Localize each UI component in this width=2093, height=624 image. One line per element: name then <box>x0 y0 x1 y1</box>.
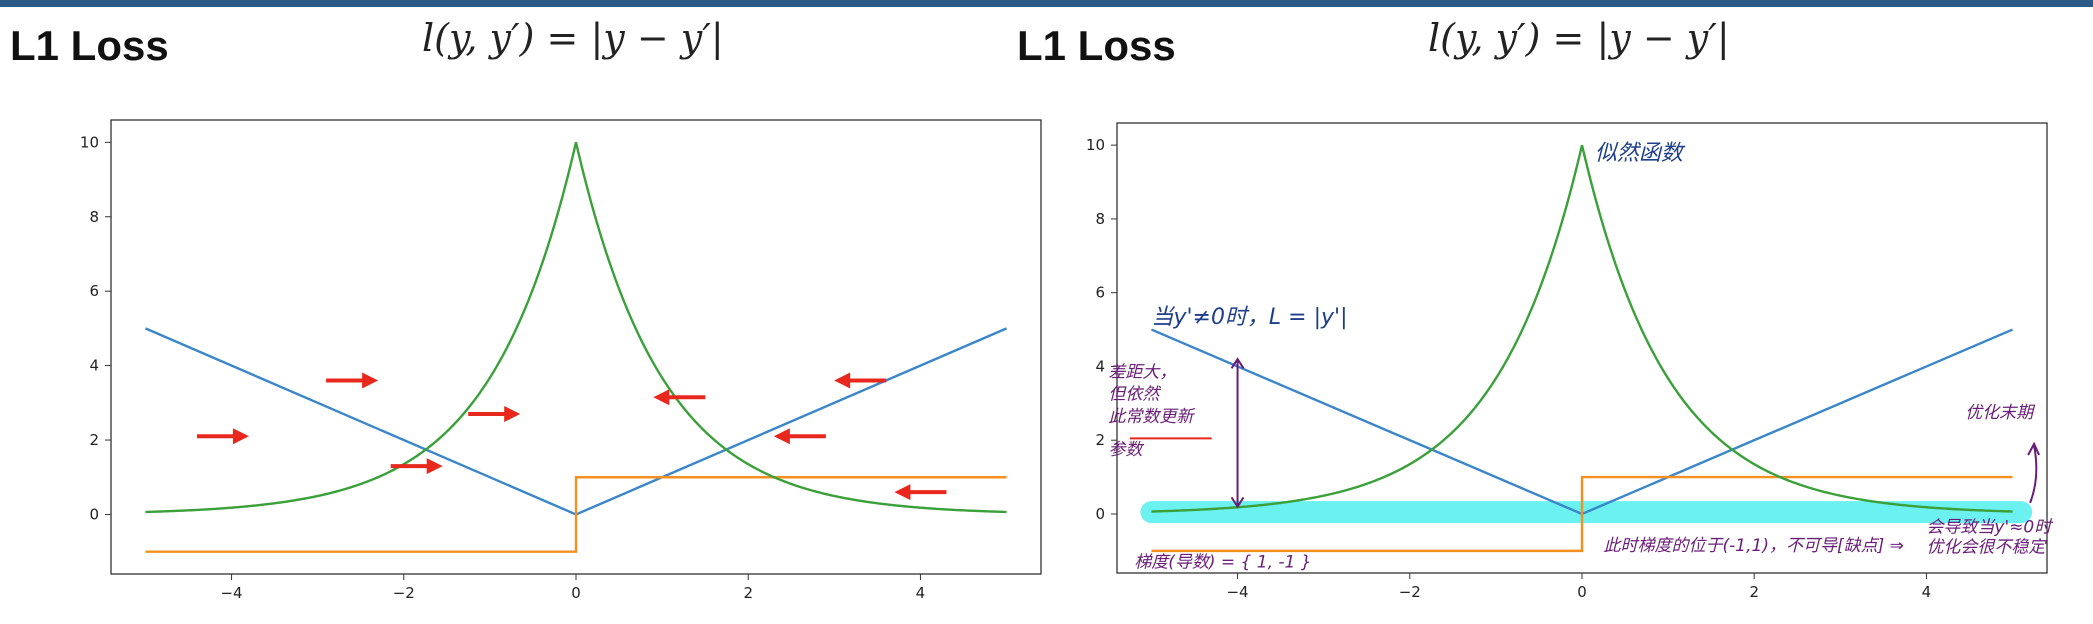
handwritten-note: 优化末期 <box>1965 403 2036 423</box>
y-tick-label: 4 <box>89 357 99 375</box>
left-heading: L1 Loss <box>10 22 169 69</box>
red-direction-arrow <box>468 405 521 422</box>
arrow-head <box>504 405 521 422</box>
x-tick-label: 2 <box>1749 583 1759 601</box>
handwritten-note: 参数 <box>1108 440 1144 460</box>
handwritten-note: 梯度(导数) = { 1, -1 } <box>1134 552 1311 572</box>
gap-arrow-head-top <box>1230 357 1245 369</box>
arrow-head <box>232 428 249 445</box>
arrow-head <box>362 372 379 389</box>
handwritten-note: 此常数更新 <box>1108 407 1196 427</box>
x-tick-label: 4 <box>916 584 926 602</box>
gap-arrow-head-bottom <box>1230 496 1245 509</box>
y-tick-label: 10 <box>80 133 99 151</box>
x-tick-label: 0 <box>571 584 581 602</box>
likelihood-curve <box>1151 144 2013 513</box>
handwritten-note: 优化会很不稳定 <box>1926 538 2047 558</box>
y-tick-label: 10 <box>1086 136 1105 154</box>
red-direction-arrow <box>390 458 443 475</box>
x-tick-label: 2 <box>743 584 753 602</box>
arrow-head <box>426 458 443 475</box>
arrow-head <box>894 484 911 501</box>
top-accent-bar <box>0 0 2093 7</box>
gradient-step-line <box>1151 475 2013 553</box>
x-tick-label: −2 <box>1399 583 1421 601</box>
y-tick-label: 8 <box>89 208 99 226</box>
late-stage-arrow <box>2029 445 2038 504</box>
arrow-head <box>834 372 851 389</box>
y-tick-label: 2 <box>1095 431 1105 449</box>
handwritten-note: 但依然 <box>1108 385 1161 405</box>
red-direction-arrow <box>773 428 826 445</box>
x-tick-label: −2 <box>393 584 415 602</box>
right-heading: L1 Loss <box>1017 22 1176 69</box>
red-direction-arrow <box>894 484 947 501</box>
arrow-head <box>653 389 670 406</box>
left-formula: l(y, y′) = |y − y′| <box>422 16 724 60</box>
arrow-head <box>773 428 790 445</box>
x-tick-label: −4 <box>220 584 242 602</box>
x-tick-label: −4 <box>1226 583 1248 601</box>
y-tick-label: 6 <box>89 282 99 300</box>
red-direction-arrow <box>834 372 887 389</box>
x-tick-label: 4 <box>1922 583 1932 601</box>
red-direction-arrow <box>326 372 379 389</box>
y-tick-label: 8 <box>1095 210 1105 228</box>
red-direction-arrow <box>196 428 249 445</box>
y-tick-label: 0 <box>89 505 99 523</box>
red-direction-arrow <box>653 389 706 406</box>
handwritten-note: 似然函数 <box>1595 141 1686 166</box>
likelihood-curve <box>145 142 1007 514</box>
right-formula: l(y, y′) = |y − y′| <box>1428 16 1730 60</box>
y-tick-label: 2 <box>89 431 99 449</box>
handwritten-note: 此时梯度的位于(-1,1)，不可导[缺点] ⇒ <box>1604 536 1904 556</box>
gradient-step-line <box>145 476 1007 553</box>
y-tick-label: 0 <box>1095 505 1105 523</box>
y-tick-label: 6 <box>1095 284 1105 302</box>
handwritten-note: 会导致当y'≈0时 <box>1926 517 2054 537</box>
handwritten-note: 当y'≠0时，L = |y'| <box>1151 305 1347 330</box>
late-stage-arrow-head <box>2027 441 2040 456</box>
handwritten-note: 差距大， <box>1108 363 1176 383</box>
y-tick-label: 4 <box>1095 357 1105 375</box>
x-tick-label: 0 <box>1577 583 1587 601</box>
